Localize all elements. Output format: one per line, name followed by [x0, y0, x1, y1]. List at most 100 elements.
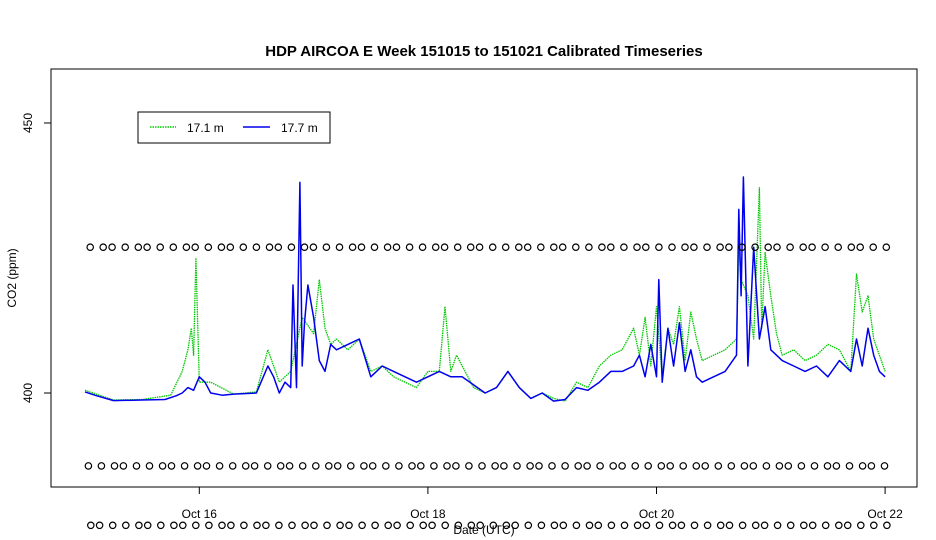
marker-point: [298, 462, 307, 470]
marker-point: [87, 521, 95, 530]
marker-point: [465, 462, 473, 470]
marker-point: [594, 521, 603, 530]
marker-point: [775, 462, 784, 470]
marker-point: [808, 521, 817, 530]
marker-point: [620, 243, 628, 252]
marker-point: [808, 243, 816, 252]
marker-point: [799, 521, 808, 530]
marker-point: [821, 243, 829, 252]
marker-point: [834, 521, 843, 530]
marker-point: [514, 243, 523, 252]
marker-point: [524, 521, 533, 530]
marker-row-386.5: [84, 462, 889, 470]
marker-point: [453, 243, 462, 252]
marker-point: [452, 462, 460, 470]
marker-point: [725, 243, 733, 252]
marker-point: [322, 243, 331, 252]
marker-point: [701, 462, 710, 470]
marker-point: [383, 243, 392, 252]
marker-point: [336, 521, 344, 530]
marker-point: [535, 462, 543, 470]
marker-point: [108, 243, 116, 252]
marker-point: [288, 521, 296, 530]
marker-point: [274, 243, 283, 252]
y-axis-label: CO2 (ppm): [5, 248, 19, 307]
marker-point: [513, 462, 521, 470]
marker-point: [416, 462, 425, 470]
marker-point: [536, 243, 545, 252]
marker-point: [856, 521, 865, 530]
marker-point: [501, 243, 510, 252]
marker-point: [526, 462, 534, 470]
marker-point: [823, 462, 832, 470]
marker-row-375.5: [87, 521, 891, 530]
marker-point: [572, 521, 581, 530]
marker-point: [192, 521, 200, 530]
marker-point: [157, 521, 165, 530]
marker-point: [845, 462, 854, 470]
x-tick-label: Oct 16: [182, 507, 218, 521]
marker-point: [440, 243, 449, 252]
marker-point: [523, 243, 532, 252]
marker-point: [867, 462, 876, 470]
marker-point: [239, 243, 248, 252]
marker-point: [491, 462, 499, 470]
marker-point: [227, 521, 235, 530]
marker-point: [679, 462, 688, 470]
y-tick-label: 400: [21, 383, 35, 403]
x-tick-label: Oct 20: [639, 507, 675, 521]
marker-point: [275, 521, 283, 530]
series-layer: [84, 176, 886, 402]
marker-point: [585, 243, 593, 252]
marker-point: [880, 462, 889, 470]
marker-point: [253, 521, 261, 530]
marker-point: [143, 243, 151, 252]
marker-point: [310, 521, 318, 530]
marker-row-427: [86, 243, 891, 252]
marker-point: [84, 462, 93, 470]
marker-layer: [84, 243, 891, 530]
marker-point: [263, 462, 272, 470]
marker-point: [346, 462, 355, 470]
marker-point: [821, 521, 830, 530]
marker-point: [121, 243, 130, 252]
marker-point: [740, 462, 749, 470]
x-tick-label: Oct 22: [867, 507, 903, 521]
marker-point: [443, 462, 451, 470]
marker-point: [725, 521, 734, 530]
marker-point: [170, 521, 178, 530]
marker-point: [714, 462, 723, 470]
x-tick-label: Oct 18: [410, 507, 446, 521]
marker-point: [441, 521, 450, 530]
marker-point: [762, 462, 771, 470]
marker-point: [655, 243, 663, 252]
marker-point: [559, 521, 568, 530]
marker-point: [690, 521, 699, 530]
marker-point: [690, 243, 698, 252]
marker-point: [156, 243, 165, 252]
marker-point: [668, 521, 677, 530]
marker-point: [360, 462, 368, 470]
marker-point: [252, 243, 261, 252]
marker-point: [585, 521, 594, 530]
marker-point: [97, 462, 106, 470]
marker-point: [834, 243, 843, 252]
marker-point: [408, 462, 416, 470]
marker-point: [511, 521, 520, 530]
marker-point: [419, 521, 428, 530]
marker-point: [561, 462, 569, 470]
marker-point: [797, 462, 806, 470]
marker-point: [489, 521, 498, 530]
marker-point: [633, 521, 642, 530]
marker-point: [240, 521, 248, 530]
marker-point: [467, 521, 476, 530]
marker-point: [666, 462, 675, 470]
marker-point: [300, 243, 309, 252]
series-line-17-7-m: [84, 176, 886, 402]
y-axis: 400450500: [21, 113, 52, 403]
marker-point: [368, 462, 377, 470]
marker-point: [169, 243, 178, 252]
marker-point: [324, 462, 333, 470]
marker-point: [606, 243, 615, 252]
